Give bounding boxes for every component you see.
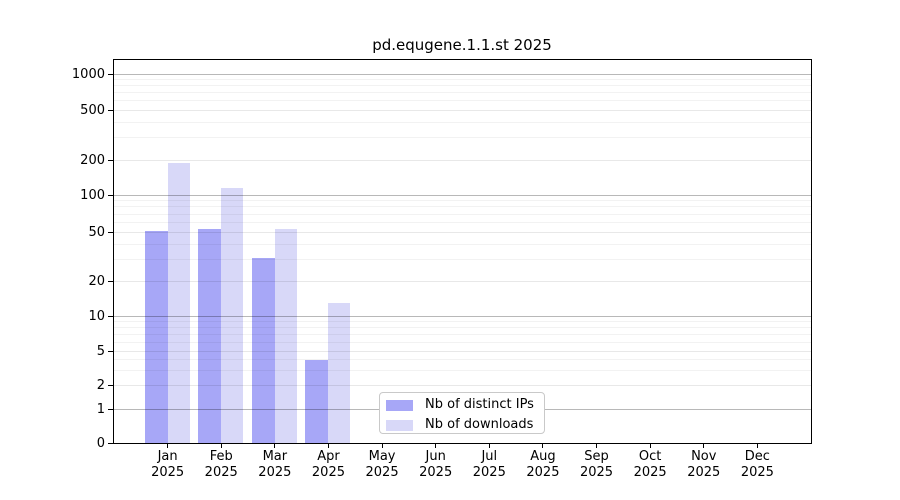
gridline-y-30 bbox=[114, 259, 811, 261]
gridline-y-800 bbox=[114, 85, 811, 87]
bar-mar-downloads bbox=[274, 228, 297, 443]
gridline-y-200 bbox=[114, 159, 811, 161]
gridline-y-9 bbox=[114, 321, 811, 323]
gridline-y-80 bbox=[114, 206, 811, 208]
legend: Nb of distinct IPs Nb of downloads bbox=[379, 392, 545, 434]
y-tick-mark-20 bbox=[108, 281, 113, 282]
gridline-y-70 bbox=[114, 213, 811, 215]
bar-feb-downloads bbox=[221, 187, 244, 443]
y-tick-mark-50 bbox=[108, 231, 113, 233]
chart-title: pd.equgene.1.1.st 2025 bbox=[372, 36, 552, 54]
x-tick-label-apr: Apr 2025 bbox=[311, 449, 345, 480]
legend-item-distinct-ips: Nb of distinct IPs bbox=[386, 397, 538, 413]
x-tick-mark-dec bbox=[756, 444, 758, 448]
x-tick-mark-may bbox=[381, 444, 383, 448]
x-tick-mark-jun bbox=[435, 444, 437, 448]
y-tick-mark-0 bbox=[108, 442, 113, 444]
legend-swatch-distinct-ips-icon bbox=[386, 399, 413, 411]
x-tick-label-feb: Feb 2025 bbox=[204, 449, 238, 480]
x-tick-label-nov: Nov 2025 bbox=[687, 449, 721, 480]
gridline-y-3 bbox=[114, 369, 811, 371]
x-tick-mark-jan bbox=[167, 444, 169, 448]
x-tick-label-may: May 2025 bbox=[365, 449, 399, 480]
gridline-y-2 bbox=[114, 384, 811, 386]
y-tick-label-50: 50 bbox=[88, 224, 105, 240]
gridline-y-6 bbox=[114, 341, 811, 343]
y-tick-label-500: 500 bbox=[80, 102, 105, 118]
y-tick-label-1: 1 bbox=[96, 401, 105, 417]
x-tick-mark-oct bbox=[649, 444, 651, 448]
y-tick-label-1000: 1000 bbox=[71, 66, 105, 82]
gridline-y-5 bbox=[114, 351, 811, 352]
y-tick-mark-200 bbox=[108, 159, 113, 161]
y-tick-mark-100 bbox=[108, 194, 113, 196]
x-tick-label-aug: Aug 2025 bbox=[526, 449, 560, 480]
y-tick-mark-5 bbox=[108, 351, 113, 352]
x-tick-mark-aug bbox=[542, 444, 544, 448]
gridline-y-900 bbox=[114, 78, 811, 80]
bar-apr-distinct-ips bbox=[305, 359, 329, 443]
x-tick-mark-apr bbox=[327, 444, 329, 448]
y-tick-label-5: 5 bbox=[96, 344, 105, 359]
y-tick-label-100: 100 bbox=[80, 187, 105, 203]
legend-label-distinct-ips: Nb of distinct IPs bbox=[425, 397, 534, 412]
gridline-y-60 bbox=[114, 221, 811, 223]
gridline-y-20 bbox=[114, 281, 811, 282]
y-tick-label-0: 0 bbox=[96, 435, 105, 451]
x-tick-mark-mar bbox=[274, 444, 276, 448]
bar-jan-downloads bbox=[167, 162, 190, 443]
gridline-y-300 bbox=[114, 137, 811, 139]
y-tick-mark-1 bbox=[108, 408, 113, 410]
x-tick-mark-jul bbox=[488, 444, 490, 448]
gridline-y-600 bbox=[114, 100, 811, 102]
x-tick-mark-feb bbox=[220, 444, 222, 448]
y-tick-mark-2 bbox=[108, 384, 113, 386]
y-tick-mark-10 bbox=[108, 316, 113, 317]
gridline-y-4 bbox=[114, 359, 811, 361]
bar-feb-distinct-ips bbox=[198, 228, 222, 443]
y-tick-label-200: 200 bbox=[80, 152, 105, 168]
gridline-y-7 bbox=[114, 334, 811, 335]
bar-apr-downloads bbox=[328, 303, 351, 443]
x-tick-label-sep: Sep 2025 bbox=[579, 449, 614, 480]
bar-mar-distinct-ips bbox=[251, 257, 275, 443]
x-tick-label-jan: Jan 2025 bbox=[151, 449, 185, 480]
y-tick-label-10: 10 bbox=[88, 309, 105, 324]
gridline-y-90 bbox=[114, 200, 811, 202]
x-tick-label-mar: Mar 2025 bbox=[258, 449, 292, 480]
x-tick-label-dec: Dec 2025 bbox=[740, 449, 774, 480]
gridline-y-400 bbox=[114, 121, 811, 123]
y-tick-label-2: 2 bbox=[96, 377, 105, 393]
x-tick-label-jul: Jul 2025 bbox=[472, 449, 506, 480]
gridline-y-8 bbox=[114, 327, 811, 329]
bars-layer bbox=[114, 60, 811, 443]
gridline-y-1000 bbox=[114, 73, 811, 75]
legend-label-downloads: Nb of downloads bbox=[425, 417, 534, 432]
gridline-y-10 bbox=[114, 316, 811, 317]
y-tick-mark-500 bbox=[108, 109, 113, 111]
legend-swatch-downloads-icon bbox=[386, 419, 413, 431]
x-tick-label-oct: Oct 2025 bbox=[633, 449, 667, 480]
plot-area: Nb of distinct IPs Nb of downloads bbox=[113, 59, 812, 444]
gridline-y-700 bbox=[114, 92, 811, 94]
gridline-y-100 bbox=[114, 194, 811, 196]
bar-jan-distinct-ips bbox=[144, 230, 168, 443]
gridline-y-500 bbox=[114, 109, 811, 111]
x-tick-mark-nov bbox=[703, 444, 705, 448]
legend-item-downloads: Nb of downloads bbox=[386, 417, 538, 433]
gridline-y-50 bbox=[114, 231, 811, 233]
x-tick-mark-sep bbox=[596, 444, 598, 448]
y-tick-mark-1000 bbox=[108, 73, 113, 75]
x-tick-label-jun: Jun 2025 bbox=[419, 449, 453, 480]
gridline-y-40 bbox=[114, 243, 811, 245]
y-tick-label-20: 20 bbox=[88, 274, 105, 289]
grid-layer bbox=[114, 60, 811, 443]
